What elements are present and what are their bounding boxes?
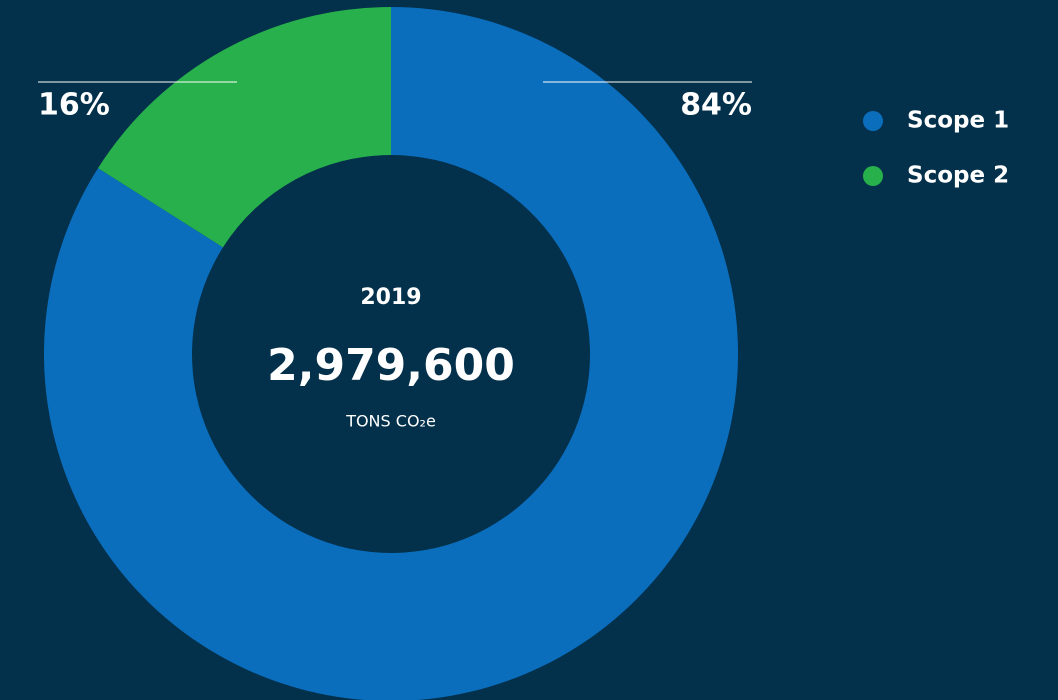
center-title: 2019 bbox=[360, 285, 421, 310]
legend-swatch bbox=[863, 166, 883, 186]
slice bbox=[98, 7, 391, 248]
value-label: 16% bbox=[38, 88, 110, 123]
slice bbox=[44, 7, 738, 700]
legend-swatch bbox=[863, 111, 883, 131]
center-unit: TONS CO₂e bbox=[345, 412, 436, 431]
legend-label: Scope 1 bbox=[907, 108, 1009, 134]
value-label: 84% bbox=[680, 88, 752, 123]
center-value: 2,979,600 bbox=[267, 340, 515, 391]
legend-label: Scope 2 bbox=[907, 163, 1009, 189]
donut bbox=[44, 7, 738, 700]
